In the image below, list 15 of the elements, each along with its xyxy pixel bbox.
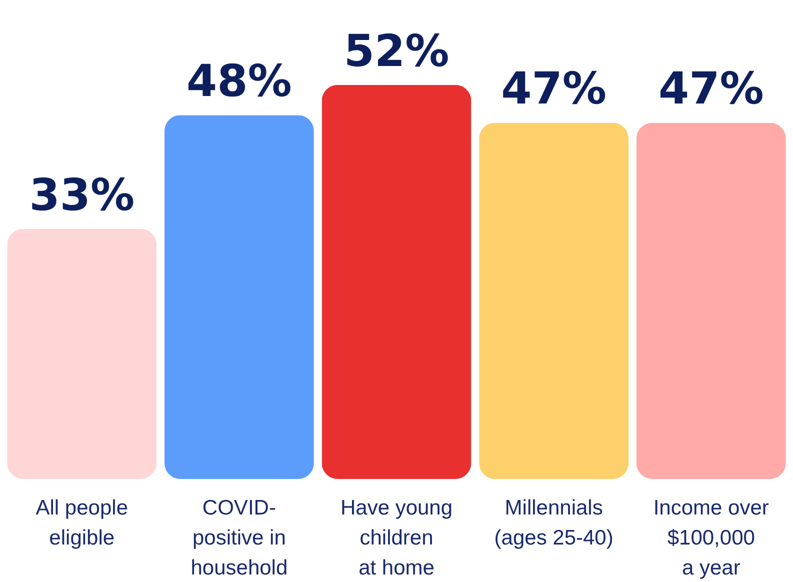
data-label: 48%	[186, 56, 292, 108]
x-tick-label: All people eligible	[36, 496, 128, 550]
bar	[164, 115, 314, 479]
data-label: 52%	[344, 26, 450, 77]
bar	[7, 228, 157, 479]
bar	[479, 122, 629, 479]
bar	[322, 84, 472, 479]
data-label: 47%	[658, 64, 764, 115]
x-tick-label: Have young children at home	[340, 496, 453, 580]
bar	[636, 122, 786, 479]
x-tick-label: Millennials (ages 25-40)	[494, 496, 614, 550]
data-label: 33%	[29, 170, 135, 221]
data-label: 47%	[501, 64, 606, 115]
x-tick-label: Income over $100,000 a year	[653, 496, 769, 580]
x-tick-label: COVID- positive in household	[190, 496, 288, 580]
